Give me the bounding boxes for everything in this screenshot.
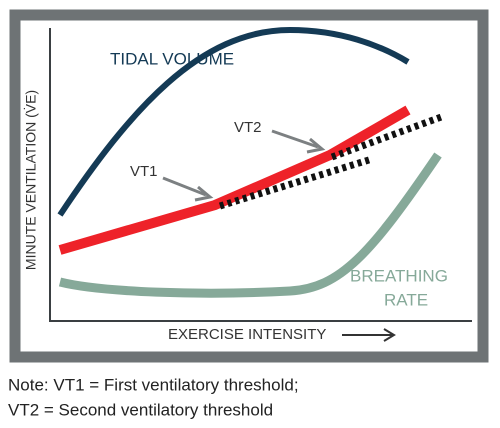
y-axis-label: MINUTE VENTILATION (V̇E)	[23, 90, 39, 270]
tidal-volume-curve	[57, 26, 410, 217]
note: Note: VT1 = First ventilatory threshold;	[8, 375, 299, 394]
breathing-rate-curve	[58, 152, 442, 298]
x-axis-label: EXERCISE INTENSITY	[168, 326, 326, 343]
marker-label: VT2	[234, 119, 262, 136]
marker-label: VT1	[130, 163, 158, 180]
x-arrow-head	[383, 328, 396, 342]
dotted-line	[218, 155, 374, 210]
ventilation-curve	[58, 105, 411, 255]
note: VT2 = Second ventilatory threshold	[8, 400, 273, 419]
dotted-line	[330, 112, 446, 161]
arrow-head	[194, 185, 214, 202]
curve-label: RATE	[384, 290, 428, 309]
curve-label: BREATHING	[350, 266, 448, 285]
arrow	[271, 129, 319, 149]
arrow-head	[306, 137, 326, 154]
curve-label: TIDAL VOLUME	[110, 49, 234, 68]
arrow	[162, 176, 207, 197]
